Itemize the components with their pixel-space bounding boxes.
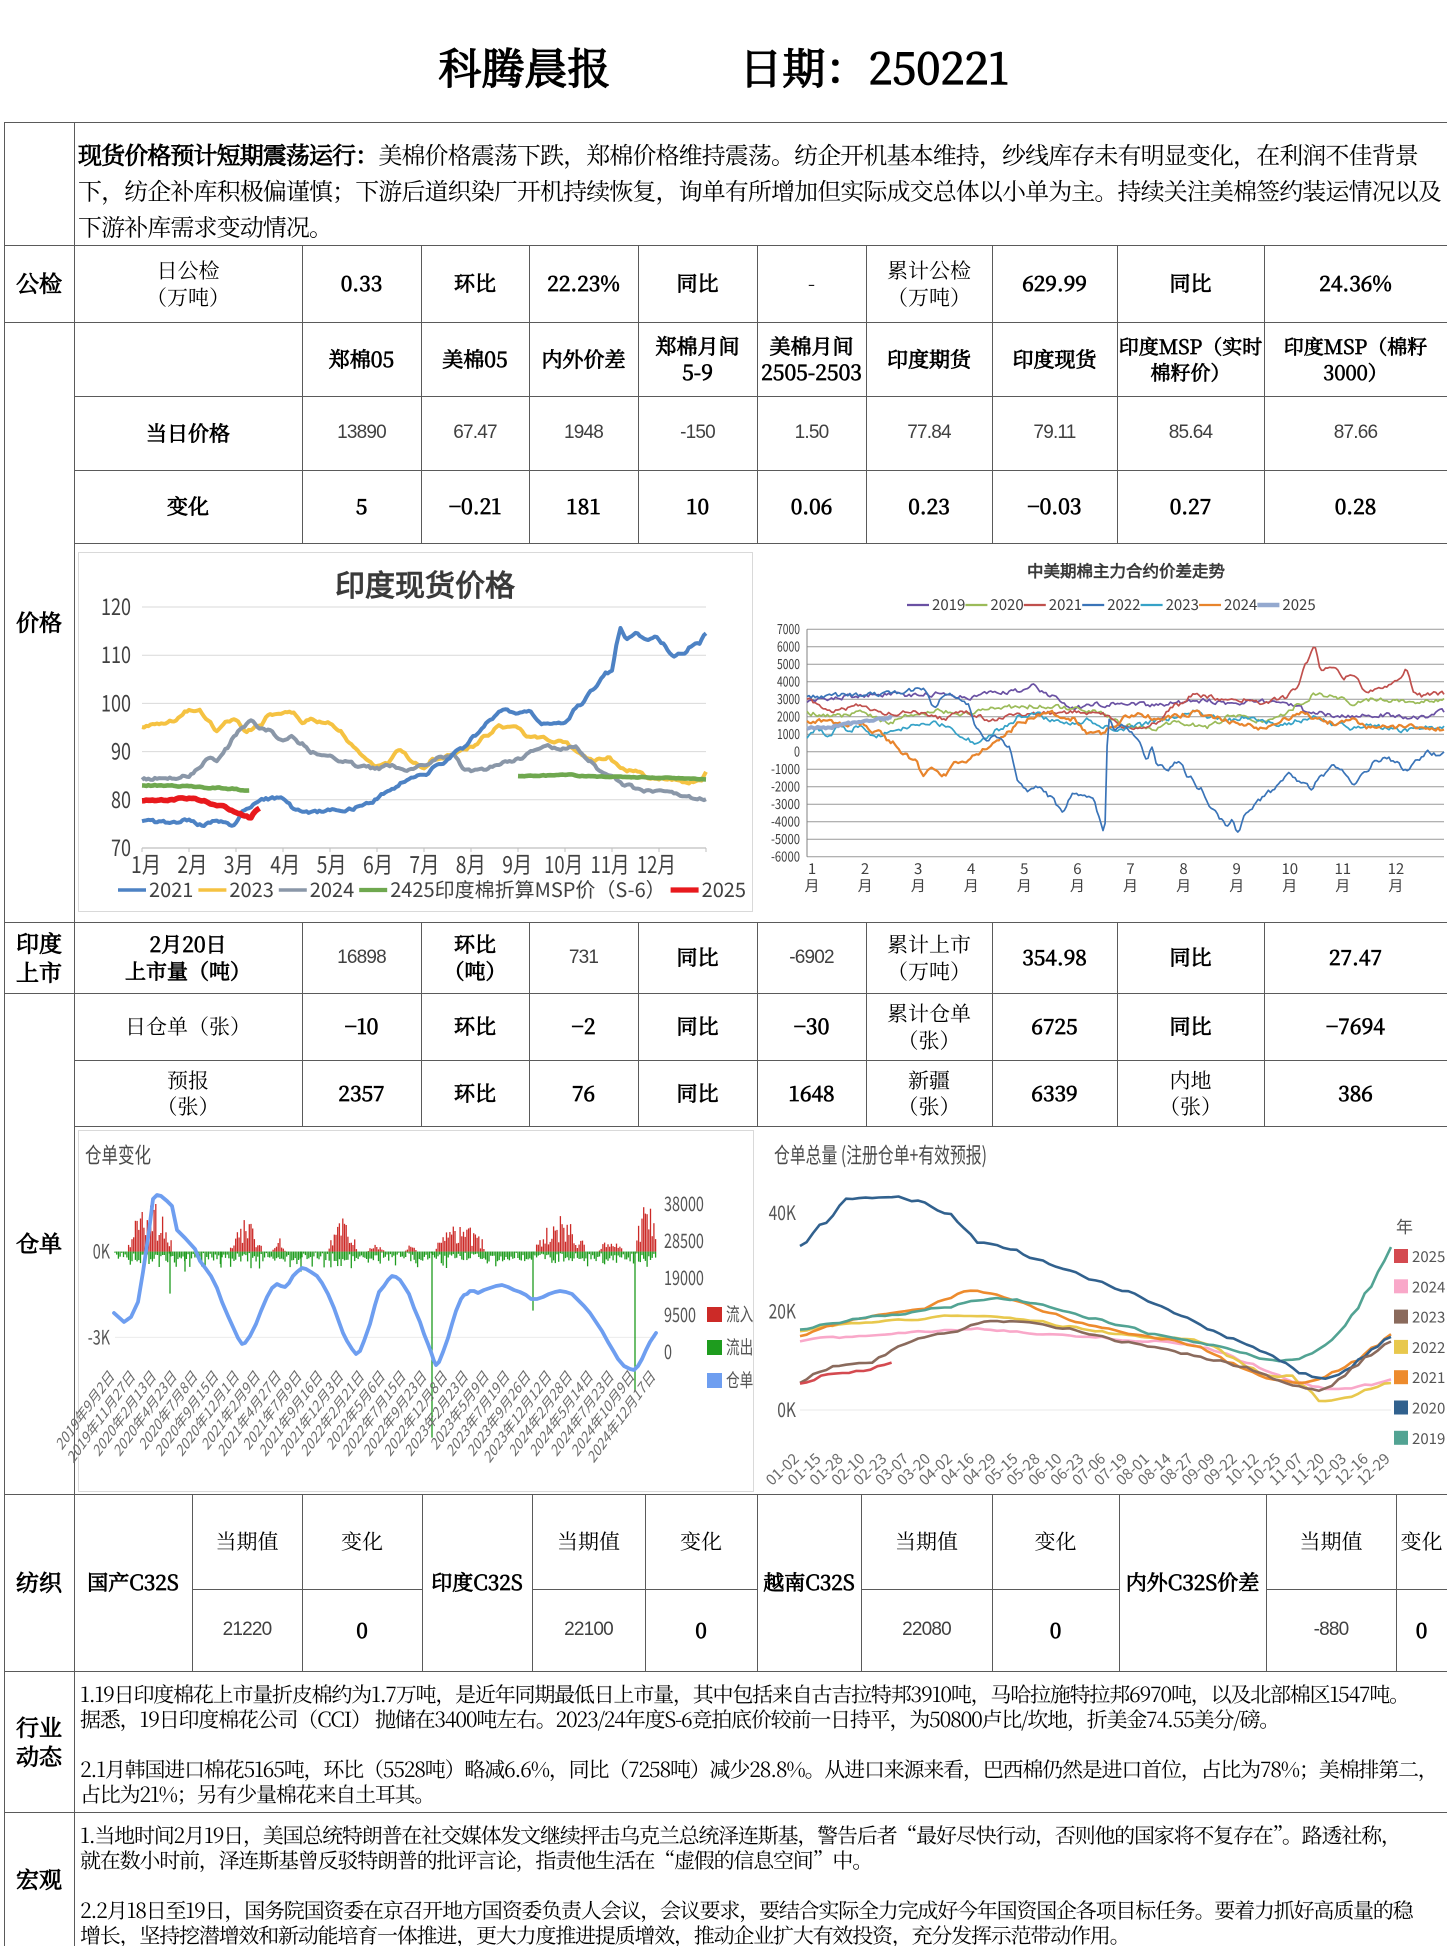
svg-text:月: 月	[1176, 875, 1191, 896]
svg-text:28500: 28500	[664, 1226, 704, 1255]
svg-text:中美期棉主力合约价差走势: 中美期棉主力合约价差走势	[1027, 558, 1226, 582]
svg-text:2023: 2023	[1166, 594, 1199, 615]
svg-text:2019: 2019	[932, 594, 965, 615]
svg-text:38000: 38000	[664, 1189, 704, 1218]
svg-text:9500: 9500	[664, 1300, 696, 1329]
svg-text:80: 80	[111, 781, 131, 815]
svg-text:6: 6	[1073, 858, 1081, 879]
svg-text:7000: 7000	[777, 619, 800, 639]
svg-text:90: 90	[111, 733, 131, 767]
svg-text:19000: 19000	[664, 1263, 704, 1292]
svg-text:40K: 40K	[769, 1198, 797, 1227]
svg-text:5月: 5月	[317, 846, 347, 880]
svg-text:12: 12	[1388, 858, 1405, 879]
svg-text:-5000: -5000	[771, 829, 800, 849]
svg-text:3: 3	[914, 858, 922, 879]
svg-text:9: 9	[1233, 858, 1241, 879]
svg-text:1月: 1月	[131, 846, 161, 880]
svg-text:1: 1	[808, 858, 816, 879]
svg-text:月: 月	[1017, 875, 1032, 896]
svg-text:2425印度棉折算MSP价（S-6）: 2425印度棉折算MSP价（S-6）	[390, 874, 665, 903]
svg-text:月: 月	[1123, 875, 1138, 896]
svg-text:11: 11	[1334, 858, 1351, 879]
svg-text:2023: 2023	[229, 874, 273, 903]
svg-text:月: 月	[911, 875, 926, 896]
svg-text:6000: 6000	[777, 637, 800, 657]
svg-text:-1000: -1000	[771, 759, 800, 779]
svg-text:流入: 流入	[726, 1299, 753, 1327]
svg-text:2021: 2021	[1412, 1367, 1445, 1388]
svg-text:2024: 2024	[1224, 594, 1257, 615]
svg-text:5: 5	[1020, 858, 1028, 879]
svg-text:-3K: -3K	[88, 1323, 111, 1352]
svg-text:仓单变化: 仓单变化	[85, 1137, 151, 1170]
svg-text:2025: 2025	[1282, 594, 1315, 615]
svg-text:月: 月	[964, 875, 979, 896]
svg-text:7月: 7月	[409, 846, 439, 880]
svg-text:-6000: -6000	[771, 847, 800, 867]
svg-text:2020: 2020	[1412, 1398, 1445, 1419]
svg-text:2025: 2025	[1412, 1246, 1445, 1267]
svg-text:年: 年	[1396, 1213, 1413, 1238]
svg-text:2021: 2021	[1049, 594, 1082, 615]
svg-text:0: 0	[794, 742, 800, 762]
svg-text:9月: 9月	[502, 846, 532, 880]
svg-text:20K: 20K	[769, 1296, 797, 1325]
svg-text:120: 120	[101, 588, 131, 622]
svg-text:-2000: -2000	[771, 777, 800, 797]
svg-text:2023: 2023	[1412, 1307, 1445, 1328]
svg-text:8: 8	[1179, 858, 1187, 879]
svg-text:4000: 4000	[777, 672, 800, 692]
svg-text:1000: 1000	[777, 724, 800, 744]
svg-text:2025: 2025	[702, 874, 746, 903]
svg-text:2020: 2020	[990, 594, 1023, 615]
svg-text:-3000: -3000	[771, 794, 800, 814]
svg-text:110: 110	[101, 636, 131, 670]
svg-text:70: 70	[111, 829, 131, 863]
svg-text:月: 月	[1070, 875, 1085, 896]
svg-text:0: 0	[664, 1337, 672, 1366]
svg-text:2月: 2月	[177, 846, 207, 880]
svg-text:月: 月	[804, 875, 819, 896]
svg-text:2024: 2024	[1412, 1276, 1445, 1297]
svg-text:2000: 2000	[777, 707, 800, 727]
svg-text:月: 月	[858, 875, 873, 896]
svg-text:0K: 0K	[93, 1237, 111, 1266]
svg-text:4: 4	[967, 858, 975, 879]
svg-text:月: 月	[1335, 875, 1350, 896]
svg-text:2022: 2022	[1107, 594, 1140, 615]
svg-text:10: 10	[1281, 858, 1298, 879]
svg-text:印度现货价格: 印度现货价格	[335, 561, 516, 605]
svg-text:2: 2	[861, 858, 869, 879]
svg-text:0K: 0K	[777, 1395, 796, 1424]
svg-text:2024: 2024	[310, 874, 354, 903]
svg-text:3月: 3月	[224, 846, 254, 880]
svg-text:4月: 4月	[270, 846, 300, 880]
svg-text:3000: 3000	[777, 689, 800, 709]
svg-text:100: 100	[101, 684, 131, 718]
svg-text:流出: 流出	[726, 1332, 753, 1360]
svg-text:月: 月	[1282, 875, 1297, 896]
svg-text:5000: 5000	[777, 654, 800, 674]
svg-text:月: 月	[1388, 875, 1403, 896]
svg-text:10月: 10月	[544, 846, 583, 880]
svg-text:2022: 2022	[1412, 1337, 1445, 1358]
svg-text:仓单总量 (注册仓单+有效预报): 仓单总量 (注册仓单+有效预报)	[774, 1138, 987, 1170]
svg-text:7: 7	[1126, 858, 1134, 879]
svg-text:仓单: 仓单	[726, 1365, 753, 1393]
svg-text:-4000: -4000	[771, 812, 800, 832]
svg-text:11月: 11月	[591, 846, 630, 880]
svg-text:2021: 2021	[149, 874, 193, 903]
svg-text:月: 月	[1229, 875, 1244, 896]
svg-text:6月: 6月	[363, 846, 393, 880]
svg-text:2019: 2019	[1412, 1428, 1445, 1449]
svg-text:12月: 12月	[637, 846, 676, 880]
svg-text:8月: 8月	[456, 846, 486, 880]
